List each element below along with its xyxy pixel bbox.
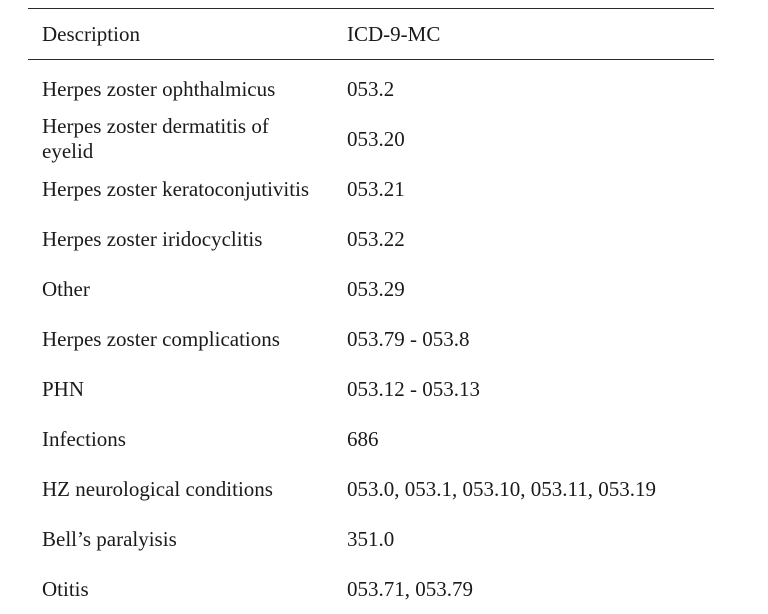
row-description: Other xyxy=(42,276,90,301)
row-code: 053.22 xyxy=(347,226,405,251)
table-row: Bell’s paralyisis 351.0 xyxy=(28,514,714,564)
row-description: Herpes zoster keratoconjutivitis xyxy=(42,176,310,201)
row-code: 053.20 xyxy=(347,126,405,151)
row-description: Herpes zoster complications xyxy=(42,326,280,351)
table-header-rule xyxy=(28,59,714,60)
table-row: Herpes zoster complications 053.79 - 053… xyxy=(28,314,714,364)
row-description: Bell’s paralyisis xyxy=(42,526,177,551)
table-row: Herpes zoster ophthalmicus 053.2 xyxy=(28,64,714,114)
table-row: PHN 053.12 - 053.13 xyxy=(28,364,714,414)
table-row: Herpes zoster keratoconjutivitis 053.21 xyxy=(28,164,714,214)
table-row: HZ neurological conditions 053.0, 053.1,… xyxy=(28,464,714,514)
row-description: Herpes zoster dermatitis of eyelid xyxy=(42,114,269,163)
row-code: 053.0, 053.1, 053.10, 053.11, 053.19 xyxy=(347,476,656,501)
header-description: Description xyxy=(42,21,140,46)
table-row: Infections 686 xyxy=(28,414,714,464)
row-description: Herpes zoster ophthalmicus xyxy=(42,76,276,101)
row-code: 053.21 xyxy=(347,176,405,201)
row-code: 686 xyxy=(347,426,379,451)
table-top-rule xyxy=(28,8,714,9)
row-description: Otitis xyxy=(42,576,89,601)
table-row: Herpes zoster dermatitis of eyelid 053.2… xyxy=(28,114,714,164)
table-header-row: Description ICD-9-MC xyxy=(28,9,714,59)
icd-code-table: Description ICD-9-MC Herpes zoster ophth… xyxy=(28,8,714,614)
row-code: 053.79 - 053.8 xyxy=(347,326,470,351)
header-code: ICD-9-MC xyxy=(347,21,441,46)
row-description: PHN xyxy=(42,376,85,401)
table-row: Herpes zoster iridocyclitis 053.22 xyxy=(28,214,714,264)
row-description: Herpes zoster iridocyclitis xyxy=(42,226,263,251)
table-row: Otitis 053.71, 053.79 xyxy=(28,564,714,614)
row-code: 053.2 xyxy=(347,76,395,101)
row-code: 053.29 xyxy=(347,276,405,301)
row-description: HZ neurological conditions xyxy=(42,476,273,501)
row-code: 053.71, 053.79 xyxy=(347,576,473,601)
table-row: Other 053.29 xyxy=(28,264,714,314)
row-code: 053.12 - 053.13 xyxy=(347,376,480,401)
row-code: 351.0 xyxy=(347,526,395,551)
row-description: Infections xyxy=(42,426,126,451)
